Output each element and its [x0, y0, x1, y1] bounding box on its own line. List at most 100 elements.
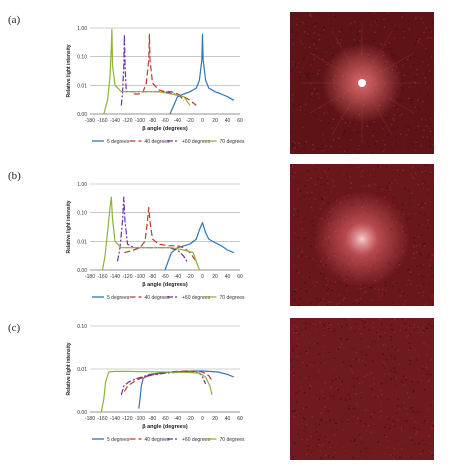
diffuse-spot — [314, 191, 410, 287]
y-tick-label: 0.00 — [77, 112, 87, 118]
x-tick-label: -120 — [122, 274, 132, 280]
panel-label-c: (c) — [8, 322, 21, 334]
x-axis-title: β angle (degrees) — [142, 126, 188, 132]
x-tick-label: -60 — [161, 118, 168, 124]
x-tick-label: 20 — [212, 416, 218, 422]
x-tick-label: -160 — [97, 416, 107, 422]
legend-label: 5 degrees — [107, 295, 130, 301]
x-tick-label: -80 — [149, 416, 156, 422]
chart-a-svg: 1.000.100.010.00-180 -160 -140 -120 -100 -80-… — [66, 26, 246, 145]
x-tick-label: -80 — [149, 274, 156, 280]
legend-label: 70 degrees — [220, 295, 246, 301]
legend-label: +60 degrees — [182, 437, 210, 443]
x-tick-label: 60 — [237, 416, 243, 422]
x-tick-label: -180 — [85, 416, 95, 422]
x-tick-label: -60 — [161, 416, 168, 422]
speckle-photo-a — [290, 12, 434, 154]
x-tick-label: -100 — [135, 274, 145, 280]
x-axis-title: β angle (degrees) — [142, 282, 188, 288]
glow-ray — [361, 30, 393, 84]
x-tick-label: -140 — [110, 274, 120, 280]
x-tick-label: -120 — [122, 416, 132, 422]
speckle-image-b — [290, 164, 434, 306]
series-line — [101, 196, 200, 271]
x-tick-label: -20 — [186, 118, 193, 124]
speckle-image-c — [290, 318, 434, 460]
x-tick-label: -160 — [97, 118, 107, 124]
x-tick-label: -80 — [149, 118, 156, 124]
chart-c: 0.10 0.01 0.00 -180 -160 -140 -120 -100 -80 -60 -4… — [58, 322, 248, 462]
x-tick-label: -40 — [174, 416, 181, 422]
x-tick-label: -100 — [135, 416, 145, 422]
series-line — [169, 33, 235, 115]
series-line — [124, 207, 197, 262]
y-tick-label: 0.01 — [77, 367, 87, 373]
legend-label: 70 degrees — [220, 139, 246, 145]
chart-b: 1.00 0.10 0.01 0.00 -180 -160 -140 -120 -100 -80-… — [58, 180, 248, 320]
speckle-background — [290, 318, 434, 460]
legend-label: 5 degrees — [107, 139, 130, 145]
x-tick-label: -140 — [110, 416, 120, 422]
glow-ray — [331, 30, 363, 84]
x-tick-label: 40 — [225, 274, 231, 280]
series-line — [116, 196, 188, 262]
y-tick-label: 0.10 — [77, 324, 87, 330]
x-tick-label: -40 — [174, 274, 181, 280]
y-axis-title: Relative light intensity — [66, 44, 72, 97]
legend-label: 5 degrees — [107, 437, 130, 443]
x-tick-label: -160 — [97, 274, 107, 280]
x-tick-label: -180 — [85, 118, 95, 124]
y-axis-title: Relative light intensity — [66, 200, 72, 253]
series-line — [100, 370, 213, 413]
glow-ray — [309, 82, 363, 114]
series-line — [123, 370, 213, 392]
x-axis-title: β angle (degrees) — [142, 424, 188, 430]
speckle-photo-c — [290, 318, 434, 460]
series-line — [138, 370, 235, 409]
y-tick-label: 0.00 — [77, 268, 87, 274]
legend-label: 40 degrees — [145, 139, 171, 145]
x-tick-label: 60 — [237, 274, 243, 280]
legend-label: +60 degrees — [182, 295, 210, 301]
x-tick-label: 40 — [225, 416, 231, 422]
chart-b-svg: 1.000.100.010.00-180 -160 -140 -120 -100 -80-… — [66, 182, 246, 301]
bright-spot — [358, 79, 366, 87]
y-tick-label: 0.10 — [77, 55, 87, 61]
x-tick-label: -40 — [174, 118, 181, 124]
speckle-noise — [290, 318, 434, 460]
series-line — [103, 28, 191, 115]
x-tick-label: -120 — [122, 118, 132, 124]
chart-c-svg: 0.10 0.01 0.00-180 -160 -140 -120 -100 -80 -60 -4… — [66, 324, 246, 443]
y-tick-label: 1.00 — [77, 26, 87, 32]
series-line — [120, 371, 207, 396]
series-line — [133, 33, 197, 106]
y-axis-title: Relative light intensity — [66, 342, 72, 395]
panel-label-a: (a) — [8, 14, 21, 26]
y-tick-label: 0.10 — [77, 211, 87, 217]
x-tick-label: 40 — [225, 118, 231, 124]
x-tick-label: 20 — [212, 274, 218, 280]
legend-label: 40 degrees — [145, 295, 171, 301]
x-tick-label: 0 — [201, 118, 204, 124]
x-tick-label: -180 — [85, 274, 95, 280]
glow-ray — [309, 52, 363, 84]
glow-ray — [331, 82, 363, 136]
x-tick-label: 60 — [237, 118, 243, 124]
y-tick-label: 0.01 — [77, 239, 87, 245]
y-tick-label: 1.00 — [77, 182, 87, 188]
x-tick-label: 0 — [201, 274, 204, 280]
glow-ray — [361, 82, 393, 136]
x-tick-label: -20 — [186, 416, 193, 422]
x-tick-label: 20 — [212, 118, 218, 124]
chart-a: 1.00 0.10 0.01 0.00 -180 -160 -140 -120 -100 -80-… — [58, 24, 248, 164]
y-tick-label: 0.01 — [77, 83, 87, 89]
series-line — [164, 221, 235, 271]
speckle-photo-b — [290, 164, 434, 306]
x-tick-label: -60 — [161, 274, 168, 280]
x-tick-label: -20 — [186, 274, 193, 280]
glow-ray — [361, 82, 415, 114]
x-tick-label: -140 — [110, 118, 120, 124]
glow-ray — [361, 52, 415, 84]
legend-label: 70 degrees — [220, 437, 246, 443]
legend-label: +60 degrees — [182, 139, 210, 145]
